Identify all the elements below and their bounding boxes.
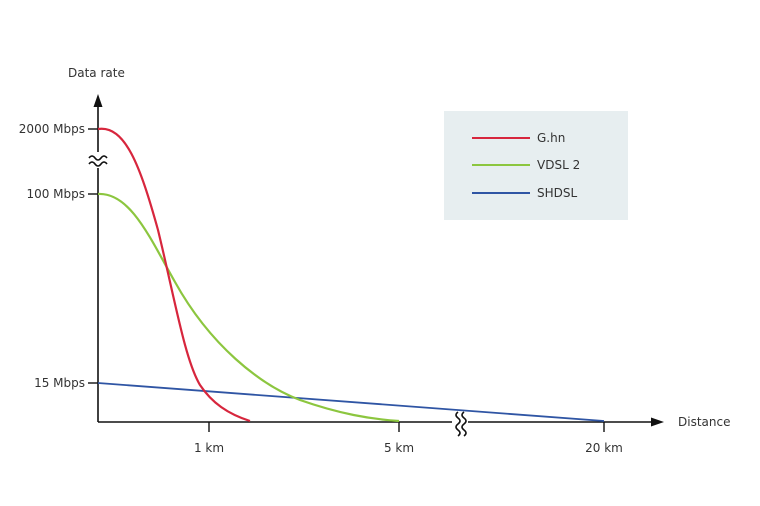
y-axis-label: Data rate [68,66,125,80]
y-tick-label-15: 15 Mbps [34,376,85,390]
legend-label-shdsl: SHDSL [537,186,577,200]
x-tick-label-5km: 5 km [384,441,414,455]
series-line-vdsl2 [97,192,400,423]
legend-box [444,111,628,220]
y-tick-label-2000: 2000 Mbps [19,122,85,136]
y-axis-break [88,152,108,168]
y-tick-label-100: 100 Mbps [26,187,85,201]
legend-label-ghn: G.hn [537,131,565,145]
legend-label-vdsl2: VDSL 2 [537,158,580,172]
x-tick-label-20km: 20 km [585,441,623,455]
series-line-shdsl [97,382,605,422]
series-line-ghn [97,127,251,423]
y-axis-arrow [93,94,103,107]
legend: G.hn VDSL 2 SHDSL [444,111,628,220]
x-axis-label: Distance [678,415,730,429]
x-tick-label-1km: 1 km [194,441,224,455]
x-axis-arrow [651,417,664,427]
x-axis-break [452,411,468,437]
